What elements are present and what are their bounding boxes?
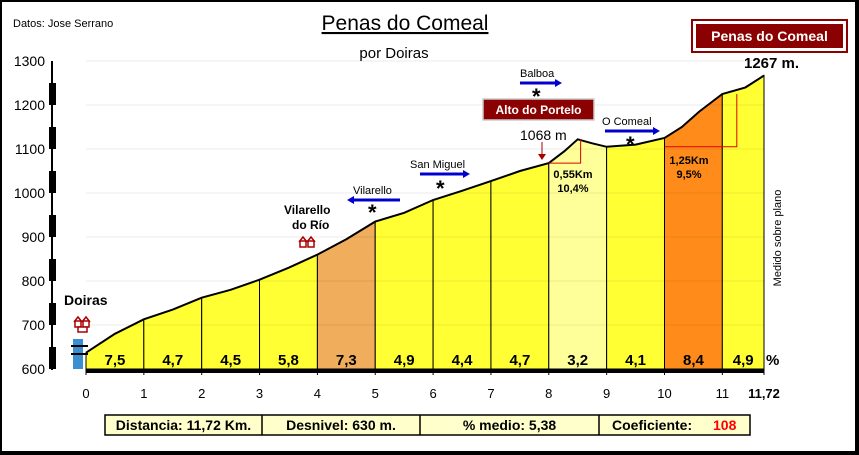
segment-grade-4: 5,8 [278, 352, 299, 369]
segment-area-10 [606, 137, 666, 370]
segment-grade-9: 3,2 [567, 352, 588, 369]
segment-grade-8: 4,7 [509, 352, 530, 369]
side-note: Medido sobre plano [772, 190, 784, 287]
house-icon [73, 315, 91, 333]
x-tick-label: 7 [487, 386, 494, 401]
label-vilarello: Vilarello [353, 185, 392, 197]
y-tick-label: 900 [22, 229, 46, 245]
x-tick-label: 0 [82, 386, 89, 401]
stat-distance: Distancia: 11,72 Km. [116, 417, 251, 433]
asterisk-o-comeal-icon: * [626, 132, 635, 157]
house-icon [298, 235, 316, 248]
summit-badge [694, 22, 845, 50]
y-axis-band [49, 127, 56, 149]
segment-grade-7: 4,4 [452, 352, 474, 369]
arrow-head-icon [347, 196, 354, 204]
chart-title: Penas do Comeal [322, 12, 489, 35]
arrow-head-icon [463, 170, 470, 178]
steep-box-2 [664, 94, 738, 148]
x-tick-label: 11,72 [748, 386, 780, 401]
y-tick-label: 1100 [15, 141, 45, 157]
y-tick-label: 700 [22, 317, 46, 333]
segment-grade-2: 4,7 [162, 352, 183, 369]
asterisk-san-miguel-icon: * [436, 176, 445, 201]
y-tick-label: 600 [22, 361, 46, 377]
x-tick-label: 2 [198, 386, 205, 401]
segment-area-6 [374, 199, 434, 370]
credit-text: Datos: Jose Serrano [13, 18, 113, 30]
x-tick-label: 3 [256, 386, 263, 401]
y-axis-band [49, 171, 56, 193]
stat-average: % medio: 5,38 [463, 417, 557, 433]
altimetry-chart: 600 700 800 900 1000 1100 1200 1300 0 1 2 3 4 5 6 7 8 9 10… [13, 12, 848, 436]
x-axis-bar [86, 369, 764, 373]
summit-badge-label: Penas do Comeal [711, 28, 828, 44]
gridlines-layer [86, 60, 764, 326]
x-tick-label: 10 [657, 386, 671, 401]
annotations-layer: Doiras Vilarello do Río Vilarello * San … [64, 68, 709, 369]
y-tick-label: 800 [22, 273, 46, 289]
arrow-head-icon [538, 154, 546, 160]
axis-layer: 600 700 800 900 1000 1100 1200 1300 0 1 2 3 4 5 6 7 8 9 10… [14, 53, 780, 401]
segment-grade-3: 4,5 [220, 352, 241, 369]
label-vilarello-rio-2: do Río [292, 218, 329, 232]
asterisk-vilarello-icon: * [368, 200, 377, 225]
y-tick-label: 1000 [14, 185, 45, 201]
label-portelo-altitude: 1068 m [520, 127, 567, 143]
label-doiras: Doiras [64, 292, 108, 308]
box1-percent: 10,4% [557, 183, 588, 195]
box2-distance: 1,25Km [669, 155, 708, 167]
chart-subtitle: por Doiras [359, 45, 428, 62]
box1-distance: 0,55Km [553, 169, 592, 181]
steep-box-1 [548, 139, 582, 164]
x-tick-label: 8 [545, 386, 552, 401]
stat-coefficient-label: Coeficiente: [612, 417, 692, 433]
segment-area-11 [663, 92, 723, 370]
segment-grade-6: 4,9 [394, 352, 415, 369]
asterisk-balboa-icon: * [532, 84, 541, 109]
segment-grade-12: 4,9 [733, 352, 754, 369]
segment-grade-1: 7,5 [104, 352, 125, 369]
y-axis-band [49, 259, 56, 281]
segment-grade-11: 8,4 [683, 352, 705, 369]
label-portelo: Alto do Portelo [496, 103, 582, 117]
percent-symbol: % [766, 352, 779, 369]
segment-area-7 [432, 180, 492, 370]
stat-elevation: Desnivel: 630 m. [286, 417, 396, 433]
label-balboa: Balboa [520, 68, 555, 80]
stats-bar: Distancia: 11,72 Km. Desnivel: 630 m. % … [104, 414, 751, 436]
y-tick-label: 1300 [14, 53, 45, 69]
label-san-miguel: San Miguel [410, 159, 465, 171]
segment-area-8 [490, 162, 550, 370]
arrow-head-icon [555, 79, 562, 87]
profile-outline-layer [85, 74, 765, 354]
start-marker-icon [71, 339, 88, 369]
y-axis-band [49, 347, 56, 369]
x-tick-label: 5 [372, 386, 379, 401]
box2-percent: 9,5% [676, 169, 701, 181]
x-tick-label: 1 [140, 386, 147, 401]
x-tick-label: 11 [716, 386, 730, 401]
profile-line [85, 74, 765, 354]
chart-frame: 600 700 800 900 1000 1100 1200 1300 0 1 2 3 4 5 6 7 8 9 10… [2, 2, 855, 451]
x-tick-label: 4 [314, 386, 321, 401]
segment-grade-5: 7,3 [336, 352, 357, 369]
y-tick-label: 1200 [14, 97, 45, 113]
portelo-badge [482, 98, 595, 121]
arrow-head-icon [653, 127, 660, 135]
y-axis-band [49, 215, 56, 237]
label-o-comeal: O Comeal [602, 116, 652, 128]
summit-altitude: 1267 m. [744, 55, 799, 72]
steep-boxes-layer [548, 94, 738, 164]
x-tick-label: 6 [429, 386, 436, 401]
segment-area-5 [316, 220, 376, 370]
y-axis-band [49, 303, 56, 325]
label-vilarello-rio-1: Vilarello [284, 203, 330, 217]
segment-labels-layer: 7,5 4,7 4,5 5,8 7,3 4,9 4,4 4,7 3,2 4,1 8,4 4,9 [104, 352, 753, 369]
x-tick-label: 9 [603, 386, 610, 401]
stat-coefficient-value: 108 [713, 417, 737, 433]
segment-grade-10: 4,1 [625, 352, 646, 369]
y-axis-band [49, 83, 56, 105]
